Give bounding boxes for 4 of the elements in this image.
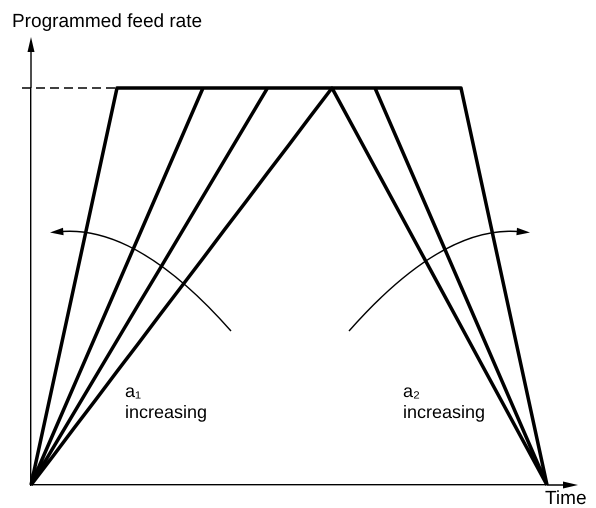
- x-axis-title: Time: [545, 488, 587, 508]
- annotation: a₂ increasing: [403, 381, 486, 423]
- y-axis-title: Programmed feed rate: [12, 11, 202, 32]
- annotation: a₁ increasing: [125, 381, 208, 423]
